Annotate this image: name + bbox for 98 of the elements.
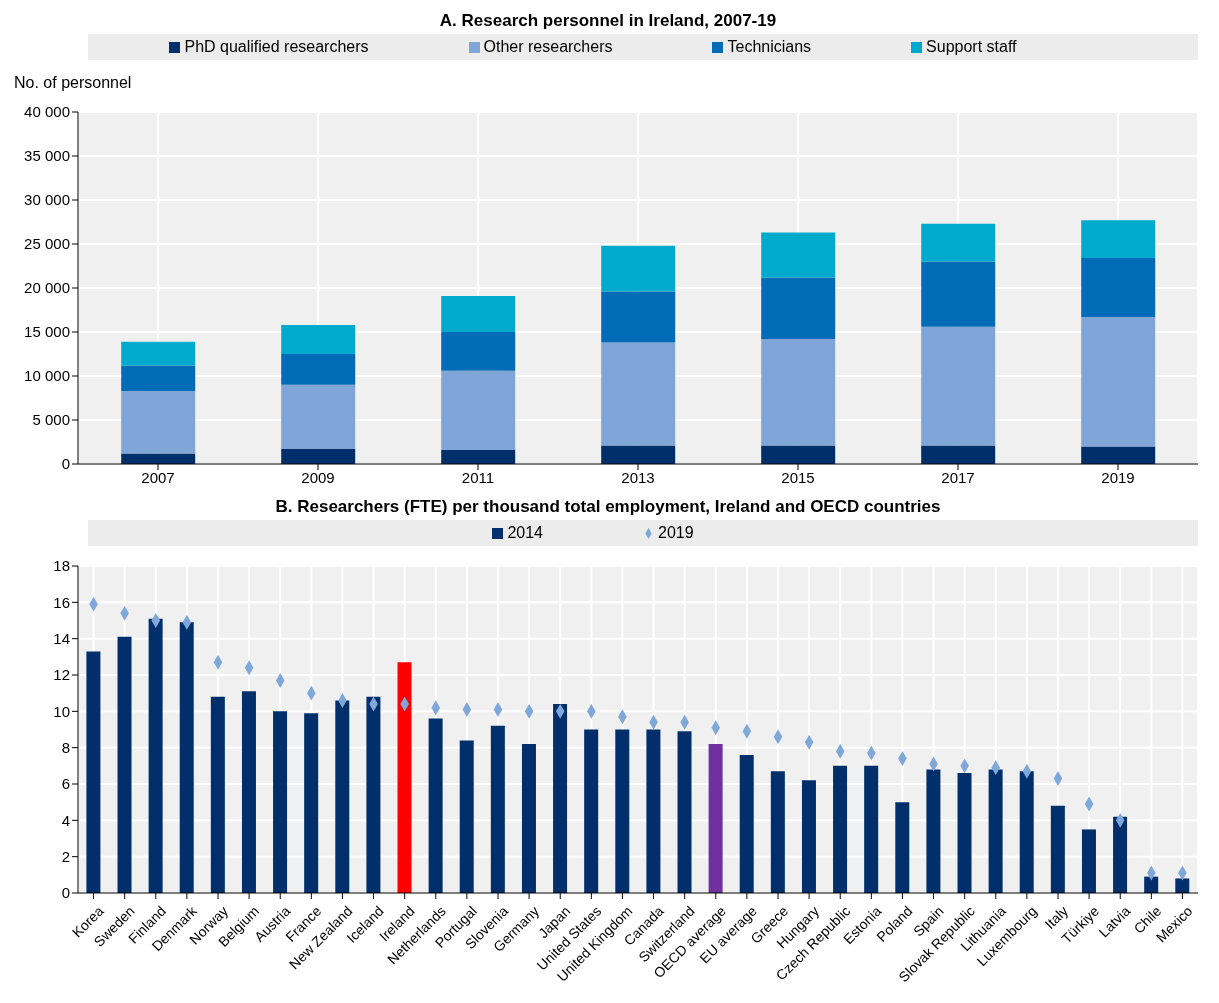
bar — [441, 449, 516, 464]
bar — [833, 765, 848, 893]
legend-label: Support staff — [926, 38, 1017, 55]
y-tick-label: 14 — [53, 629, 70, 647]
legend-label: Technicians — [727, 38, 812, 55]
bar — [1019, 771, 1034, 893]
bar — [86, 651, 101, 893]
bar — [895, 802, 910, 893]
bar — [366, 696, 381, 893]
bar — [677, 731, 692, 893]
bar — [601, 245, 676, 292]
legend-label: 2019 — [658, 524, 694, 541]
bar — [281, 449, 356, 464]
x-tick-label: 2009 — [301, 468, 335, 486]
x-tick-label: 2013 — [621, 468, 655, 486]
bar — [1081, 258, 1156, 318]
bar — [739, 754, 754, 893]
bar — [490, 725, 505, 893]
bar — [584, 729, 599, 893]
y-tick-label: 0 — [61, 455, 70, 473]
bar — [121, 453, 196, 464]
bar — [926, 769, 941, 893]
bar — [148, 618, 163, 893]
bar — [397, 662, 412, 893]
y-tick-label: 20 000 — [24, 279, 70, 297]
bar — [441, 370, 516, 450]
bar — [601, 291, 676, 343]
bar — [273, 711, 288, 893]
bar — [761, 277, 836, 340]
y-tick-label: 10 000 — [24, 367, 70, 385]
bar — [179, 622, 194, 893]
bar — [708, 744, 723, 893]
bar — [770, 771, 785, 893]
bar — [646, 729, 661, 893]
bar — [121, 365, 196, 391]
bar — [864, 765, 879, 893]
bar — [601, 445, 676, 464]
bar — [428, 718, 443, 893]
legend-label: Other researchers — [483, 38, 613, 55]
y-tick-label: 2 — [61, 847, 70, 865]
y-tick-label: 0 — [61, 884, 70, 902]
bar — [121, 390, 196, 454]
bar — [121, 341, 196, 366]
bar — [1081, 446, 1156, 464]
bar — [281, 354, 356, 385]
legend-label: PhD qualified researchers — [184, 38, 369, 55]
y-tick-label: 16 — [53, 593, 70, 611]
y-tick-label: 15 000 — [24, 323, 70, 341]
bar — [921, 223, 996, 262]
bar — [210, 696, 225, 893]
bar — [921, 445, 996, 464]
bar — [1081, 317, 1156, 447]
y-tick-label: 40 000 — [24, 103, 70, 121]
bar — [601, 342, 676, 446]
x-tick-label: 2017 — [941, 468, 975, 486]
bar — [1050, 805, 1065, 893]
bar — [459, 740, 474, 893]
bar — [801, 780, 816, 893]
bar — [281, 324, 356, 354]
y-tick-label: 25 000 — [24, 235, 70, 253]
bar — [335, 700, 350, 893]
bar — [1175, 878, 1190, 893]
y-axis-title: No. of personnel — [14, 74, 132, 92]
legend-label: 2014 — [507, 524, 543, 541]
bar — [1081, 829, 1096, 893]
bar — [957, 773, 972, 893]
chart-title: B. Researchers (FTE) per thousand total employment, Ireland and OECD countries — [274, 496, 942, 518]
bar — [304, 713, 319, 893]
bar — [521, 744, 536, 893]
bar — [553, 704, 568, 893]
bar — [117, 636, 132, 893]
chart-title: A. Research personnel in Ireland, 2007-19 — [438, 10, 778, 32]
bar — [1081, 220, 1156, 259]
bar — [615, 729, 630, 893]
y-tick-label: 8 — [61, 738, 70, 756]
x-tick-label: 2019 — [1101, 468, 1135, 486]
bar — [441, 332, 516, 371]
bar — [761, 339, 836, 446]
bar — [988, 769, 1003, 893]
y-tick-label: 12 — [53, 666, 70, 684]
bar — [241, 691, 256, 893]
y-tick-label: 10 — [53, 702, 70, 720]
y-tick-label: 6 — [61, 775, 70, 793]
x-tick-label: 2007 — [141, 468, 175, 486]
y-tick-label: 4 — [61, 811, 70, 829]
y-tick-label: 35 000 — [24, 147, 70, 165]
bar — [441, 295, 516, 332]
y-tick-label: 5 000 — [32, 411, 70, 429]
bar — [281, 384, 356, 450]
bar — [921, 261, 996, 327]
bar — [761, 232, 836, 278]
bar — [761, 445, 836, 464]
x-tick-label: 2015 — [781, 468, 815, 486]
y-tick-label: 30 000 — [24, 191, 70, 209]
bar — [1113, 816, 1128, 893]
x-tick-label: 2011 — [461, 468, 495, 486]
bar — [921, 326, 996, 446]
y-tick-label: 18 — [53, 557, 70, 575]
